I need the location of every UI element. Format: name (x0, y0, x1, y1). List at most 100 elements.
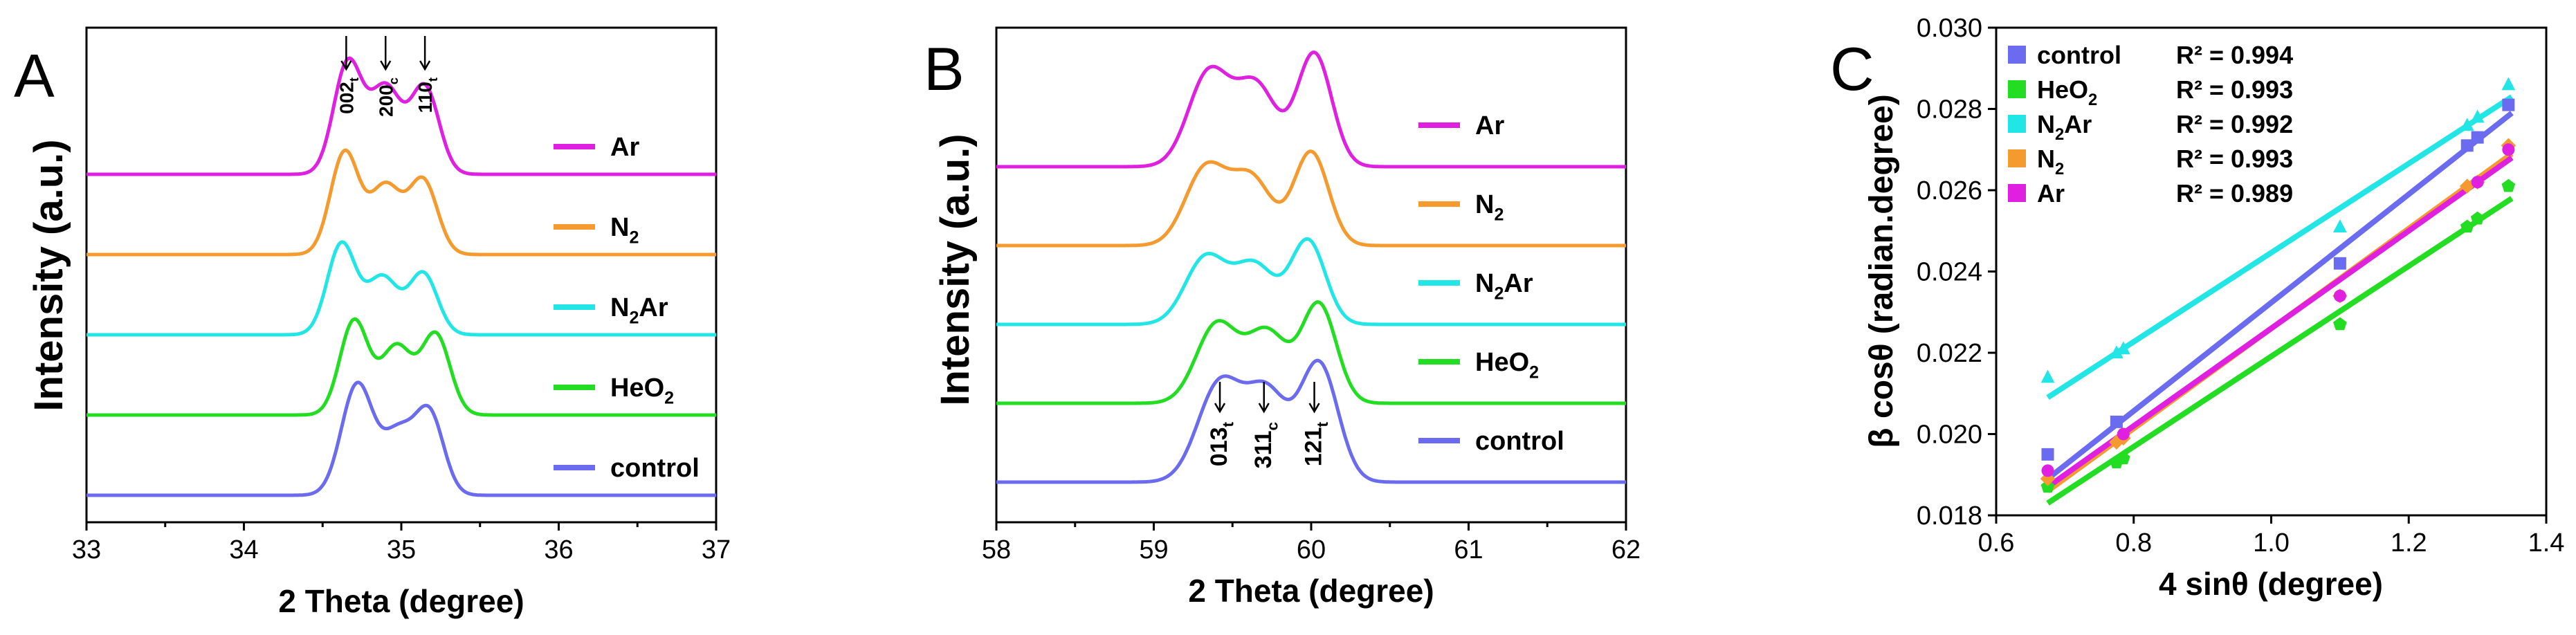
y-tick-label: 0.026 (1917, 176, 1982, 205)
legend-label-N2: N2 (610, 213, 639, 248)
data-point-N2Ar (2110, 345, 2123, 359)
panel-a: A 33 34 35 36 37 002t 200c 110t Ar N2 N2Ar HeO2 co… (14, 26, 731, 619)
peak-label-200: 200c (375, 77, 401, 117)
legend-label-N2Ar: N2Ar (2037, 110, 2092, 144)
panel-b-x-ticks: 58 59 60 61 62 (982, 522, 1641, 564)
b-series-line-N2 (996, 149, 1626, 248)
data-point-control (2460, 139, 2474, 152)
x-tick-label: 58 (982, 535, 1011, 564)
panel-a-y-axis-label: Intensity (a.u.) (26, 139, 71, 411)
legend-label-control: control (2037, 41, 2121, 69)
legend-label-control: control (610, 454, 700, 483)
panel-b-curves (996, 50, 1626, 484)
data-point-control (2333, 257, 2346, 270)
data-point-N2Ar (2040, 369, 2055, 383)
a-series-line-N2 (86, 148, 716, 257)
x-tick-label: 1.2 (2391, 528, 2427, 558)
a-series-line-Ar (86, 56, 716, 176)
b-series-line-HeO2 (996, 300, 1626, 405)
r-squared-Ar: R² = 0.989 (2176, 179, 2293, 208)
peak-label-110: 110t (414, 77, 440, 113)
peak-arrowhead (1308, 403, 1320, 414)
panel-b-legend: Ar N2 N2Ar HeO2 control (1418, 111, 1564, 456)
peak-arrowhead (1214, 403, 1226, 414)
y-tick-label: 0.028 (1917, 95, 1982, 125)
panel-b-peak-labels: 013t 311c 121t (1206, 382, 1331, 468)
panel-c-x-axis-label: 4 sinθ (degree) (2159, 566, 2383, 602)
legend-label-N2Ar: N2Ar (610, 293, 668, 328)
fit-line-HeO2 (2046, 196, 2514, 506)
legend-label-HeO2: HeO2 (610, 374, 674, 408)
data-point-Ar (2117, 427, 2130, 441)
data-point-Ar (2333, 289, 2346, 302)
legend-label-control: control (1475, 427, 1564, 456)
panel-a-peak-labels: 002t 200c 110t (336, 36, 440, 117)
x-tick-label: 33 (72, 535, 101, 564)
panel-a-x-axis-label: 2 Theta (degree) (278, 583, 524, 619)
peak-arrowhead (419, 60, 431, 71)
legend-label-N2: N2 (2037, 145, 2064, 178)
legend-label-Ar: Ar (1475, 111, 1504, 140)
peak-label-121: 121t (1301, 421, 1332, 466)
legend-label-Ar: Ar (2037, 179, 2065, 208)
peak-label-013: 013t (1206, 421, 1237, 466)
data-point-HeO2 (2333, 317, 2347, 331)
data-point-control (2502, 98, 2515, 111)
a-series-line-control (86, 380, 716, 497)
panel-b-y-axis-label: Intensity (a.u.) (933, 134, 978, 405)
x-tick-label: 37 (702, 535, 731, 564)
data-point-control (2041, 448, 2054, 461)
r-squared-N2Ar: R² = 0.992 (2176, 110, 2293, 138)
panel-c-letter: C (1830, 35, 1874, 103)
r-squared-HeO2: R² = 0.993 (2176, 75, 2293, 104)
legend-label-HeO2: HeO2 (2037, 75, 2097, 109)
a-series-line-HeO2 (86, 317, 716, 417)
panel-c-legend: control R² = 0.994 HeO2 R² = 0.993 N2Ar R² = … (2008, 41, 2293, 208)
b-series-line-control (996, 358, 1626, 484)
peak-label-311: 311c (1250, 422, 1281, 468)
x-tick-label: 60 (1297, 535, 1326, 564)
panel-c: C 0.6 0.8 1.0 1.2 1.4 0.018 0.020 0.022 0.024 0.0… (1830, 14, 2564, 602)
peak-arrowhead (340, 60, 352, 71)
data-point-Ar (2502, 143, 2515, 156)
b-series-line-N2Ar (996, 237, 1626, 326)
legend-label-N2Ar: N2Ar (1475, 269, 1533, 304)
data-point-N2Ar (2460, 118, 2474, 131)
y-tick-label: 0.022 (1917, 339, 1982, 368)
data-point-HeO2 (2470, 211, 2485, 225)
panel-b-letter: B (924, 35, 965, 103)
peak-label-002: 002t (336, 77, 361, 114)
panel-c-y-axis-label: β cosθ (radian.degree) (1863, 94, 1900, 448)
panel-c-points (2040, 77, 2516, 493)
y-tick-label: 0.024 (1917, 258, 1982, 287)
legend-swatch-control (2008, 46, 2026, 64)
legend-label-HeO2: HeO2 (1475, 348, 1539, 383)
data-point-control (2471, 131, 2484, 144)
r-squared-N2: R² = 0.993 (2176, 145, 2293, 173)
y-tick-label: 0.030 (1917, 14, 1982, 43)
data-point-N2Ar (2501, 77, 2516, 91)
panel-a-legend: Ar N2 N2Ar HeO2 control (554, 133, 700, 483)
peak-arrowhead (1258, 403, 1270, 414)
data-point-N2Ar (2116, 341, 2130, 355)
x-tick-label: 36 (544, 535, 573, 564)
panel-b: B 58 59 60 61 62 013t 311c 121t Ar N2 N2Ar HeO2 co… (924, 26, 1641, 609)
x-tick-label: 62 (1611, 535, 1641, 564)
data-point-Ar (2041, 464, 2054, 477)
x-tick-label: 1.4 (2528, 528, 2565, 558)
panel-a-x-ticks: 33 34 35 36 37 (72, 522, 731, 564)
a-series-line-N2Ar (86, 240, 716, 337)
b-series-line-Ar (996, 50, 1626, 169)
data-point-HeO2 (2501, 178, 2516, 192)
panel-a-curves (86, 56, 716, 497)
panel-b-x-axis-label: 2 Theta (degree) (1188, 573, 1434, 609)
x-tick-label: 0.6 (1978, 528, 2015, 558)
y-tick-label: 0.018 (1917, 501, 1982, 531)
data-point-HeO2 (2460, 219, 2474, 233)
x-tick-label: 34 (229, 535, 258, 564)
legend-swatch-N2 (2008, 149, 2026, 167)
legend-swatch-HeO2 (2008, 80, 2026, 98)
y-tick-label: 0.020 (1917, 421, 1982, 450)
data-point-N2Ar (2470, 109, 2485, 123)
